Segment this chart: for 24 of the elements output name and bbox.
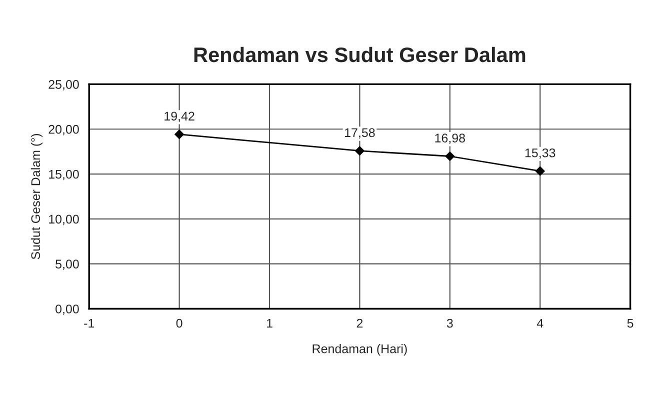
chart-title: Rendaman vs Sudut Geser Dalam <box>194 46 526 62</box>
x-tick-label: 2 <box>356 318 363 328</box>
y-tick-label: 10,00 <box>49 214 79 226</box>
data-label: 17,58 <box>345 128 375 139</box>
data-label: 15,33 <box>525 148 556 159</box>
y-tick-label: 15,00 <box>49 170 79 180</box>
x-tick-label: 3 <box>446 318 453 328</box>
data-label: 16,98 <box>435 134 465 144</box>
x-axis-title: Rendaman (Hari) <box>312 344 407 356</box>
point <box>445 152 455 161</box>
x-tick-label: -1 <box>84 318 94 328</box>
y-axis-title: Sudut Geser Dalam (°) <box>30 134 43 260</box>
data-label: 19,42 <box>164 112 194 122</box>
point <box>535 166 545 176</box>
y-tick-label: 5,00 <box>56 260 79 270</box>
point <box>174 130 184 139</box>
x-tick-label: 4 <box>536 318 544 328</box>
x-tick-label: 1 <box>266 318 272 328</box>
point <box>355 146 364 156</box>
y-tick-label: 0,00 <box>56 304 79 315</box>
x-tick-label: 5 <box>627 318 634 328</box>
y-tick-label: 25,00 <box>48 80 79 90</box>
y-tick-label: 20,00 <box>48 124 79 136</box>
x-tick-label: 0 <box>176 318 182 328</box>
